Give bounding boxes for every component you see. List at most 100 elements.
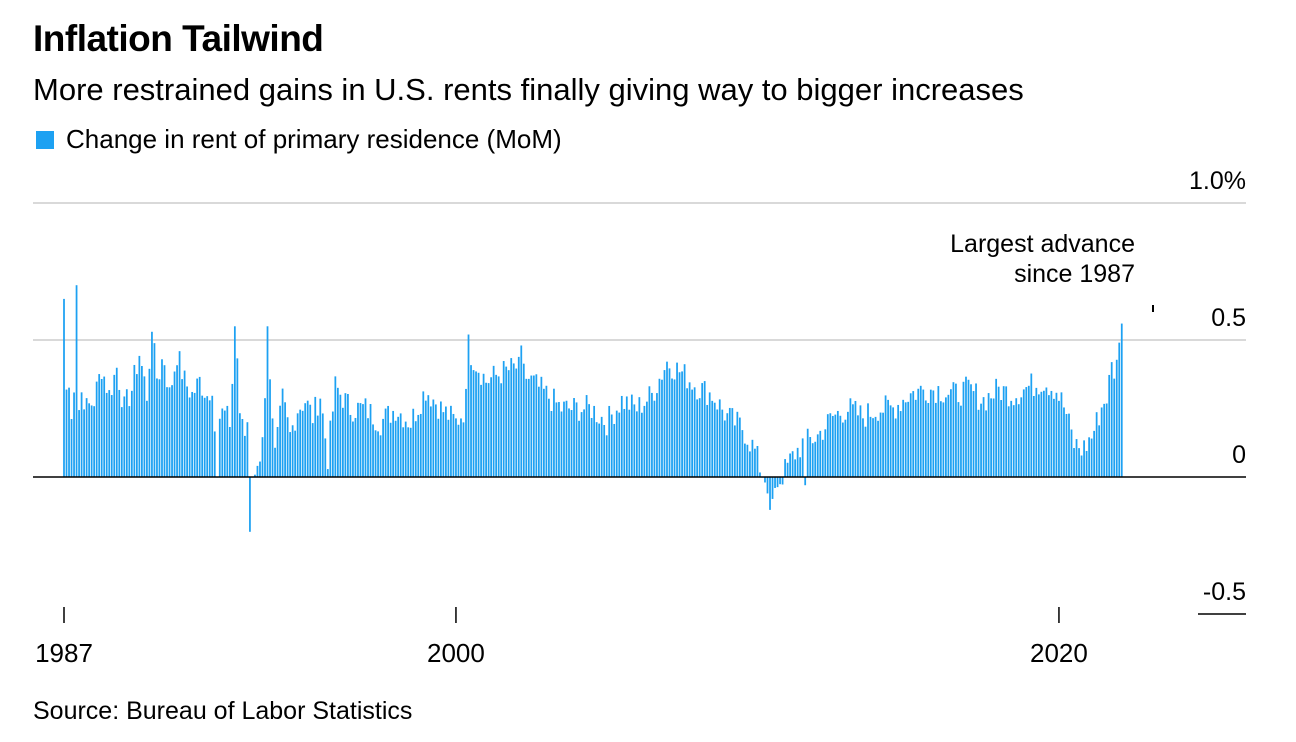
data-bar <box>937 386 940 477</box>
data-bar <box>676 362 678 477</box>
data-bar <box>543 388 545 477</box>
data-bar <box>939 401 942 477</box>
data-bar <box>183 370 186 477</box>
data-bar <box>266 326 269 477</box>
data-bar <box>113 374 116 477</box>
data-bar <box>409 427 412 477</box>
data-bar <box>294 430 297 477</box>
data-bar <box>781 477 784 485</box>
data-bar <box>135 374 138 477</box>
data-bar <box>1120 323 1123 477</box>
data-bar <box>502 361 505 477</box>
data-bar <box>226 405 229 477</box>
data-bar <box>186 386 188 477</box>
legend: Change in rent of primary residence (MoM… <box>36 124 562 155</box>
data-bar <box>223 410 226 477</box>
data-bar <box>610 414 613 477</box>
data-bar <box>336 387 339 477</box>
data-bar <box>992 398 995 477</box>
data-bar <box>912 391 915 477</box>
data-bar <box>143 376 146 477</box>
data-bar <box>1010 400 1013 477</box>
data-bar <box>985 410 987 477</box>
data-bar <box>221 408 224 477</box>
data-bar <box>146 400 148 477</box>
data-bar <box>1017 404 1020 477</box>
data-bar <box>746 444 749 477</box>
data-bar <box>864 426 867 477</box>
data-bar <box>65 389 68 477</box>
data-bar <box>1113 378 1116 477</box>
data-bar <box>362 404 364 477</box>
data-bar <box>691 389 694 477</box>
data-bar <box>304 403 307 477</box>
data-bar <box>309 404 312 477</box>
data-bar <box>854 400 857 477</box>
data-bar <box>452 413 455 477</box>
data-bar <box>633 404 636 477</box>
data-bar <box>1063 407 1065 477</box>
data-bar <box>311 423 314 477</box>
data-bar <box>153 343 156 477</box>
data-bar <box>445 406 447 477</box>
data-bar <box>648 386 651 477</box>
data-bar <box>512 363 515 477</box>
data-bar <box>246 422 249 477</box>
x-tick-label: 2000 <box>427 638 485 668</box>
data-bar <box>407 427 410 477</box>
data-bar <box>244 435 246 477</box>
data-bar <box>507 370 510 477</box>
data-bar <box>801 438 804 477</box>
annotation-line-2: since 1987 <box>1014 260 1135 288</box>
data-bar <box>834 414 837 477</box>
data-bar <box>847 411 849 477</box>
data-bar <box>776 477 779 488</box>
data-bar <box>1005 386 1008 477</box>
data-bar <box>635 411 638 477</box>
data-bar <box>595 422 598 477</box>
data-bar <box>769 477 771 510</box>
data-bar <box>615 410 618 477</box>
data-bar <box>530 375 533 477</box>
data-bar <box>947 394 950 477</box>
data-bar <box>130 390 133 477</box>
data-bar <box>1053 398 1055 477</box>
data-bar <box>75 285 78 477</box>
data-bar <box>475 371 477 477</box>
data-bar <box>919 385 922 477</box>
data-bar <box>789 453 791 477</box>
data-bar <box>728 407 731 477</box>
data-bar <box>811 443 814 477</box>
data-bar <box>203 397 206 477</box>
data-bar <box>628 409 631 477</box>
annotation-line-1: Largest advance <box>950 230 1135 258</box>
data-bar <box>605 435 608 477</box>
data-bar <box>339 394 342 477</box>
data-bar <box>658 378 661 477</box>
data-bar <box>236 358 239 477</box>
data-bar <box>826 414 829 477</box>
bars-layer <box>63 285 1123 532</box>
data-bar <box>570 410 573 477</box>
data-bar <box>1110 362 1113 477</box>
data-bar <box>156 378 158 477</box>
data-bar <box>254 474 256 477</box>
data-bar <box>603 424 606 477</box>
data-bar <box>78 410 80 477</box>
data-bar <box>701 383 704 477</box>
data-bar <box>344 393 347 477</box>
data-bar <box>849 398 852 477</box>
data-bar <box>796 447 799 477</box>
data-bar <box>598 423 601 477</box>
data-bar <box>1015 398 1018 477</box>
data-bar <box>1080 455 1083 477</box>
data-bar <box>108 390 111 477</box>
data-bar <box>1103 403 1106 477</box>
data-bar <box>683 364 686 477</box>
data-bar <box>844 419 847 477</box>
data-bar <box>618 412 621 477</box>
data-bar <box>412 408 415 477</box>
data-bar <box>319 398 322 477</box>
data-bar <box>80 392 83 477</box>
data-bar <box>673 379 676 477</box>
